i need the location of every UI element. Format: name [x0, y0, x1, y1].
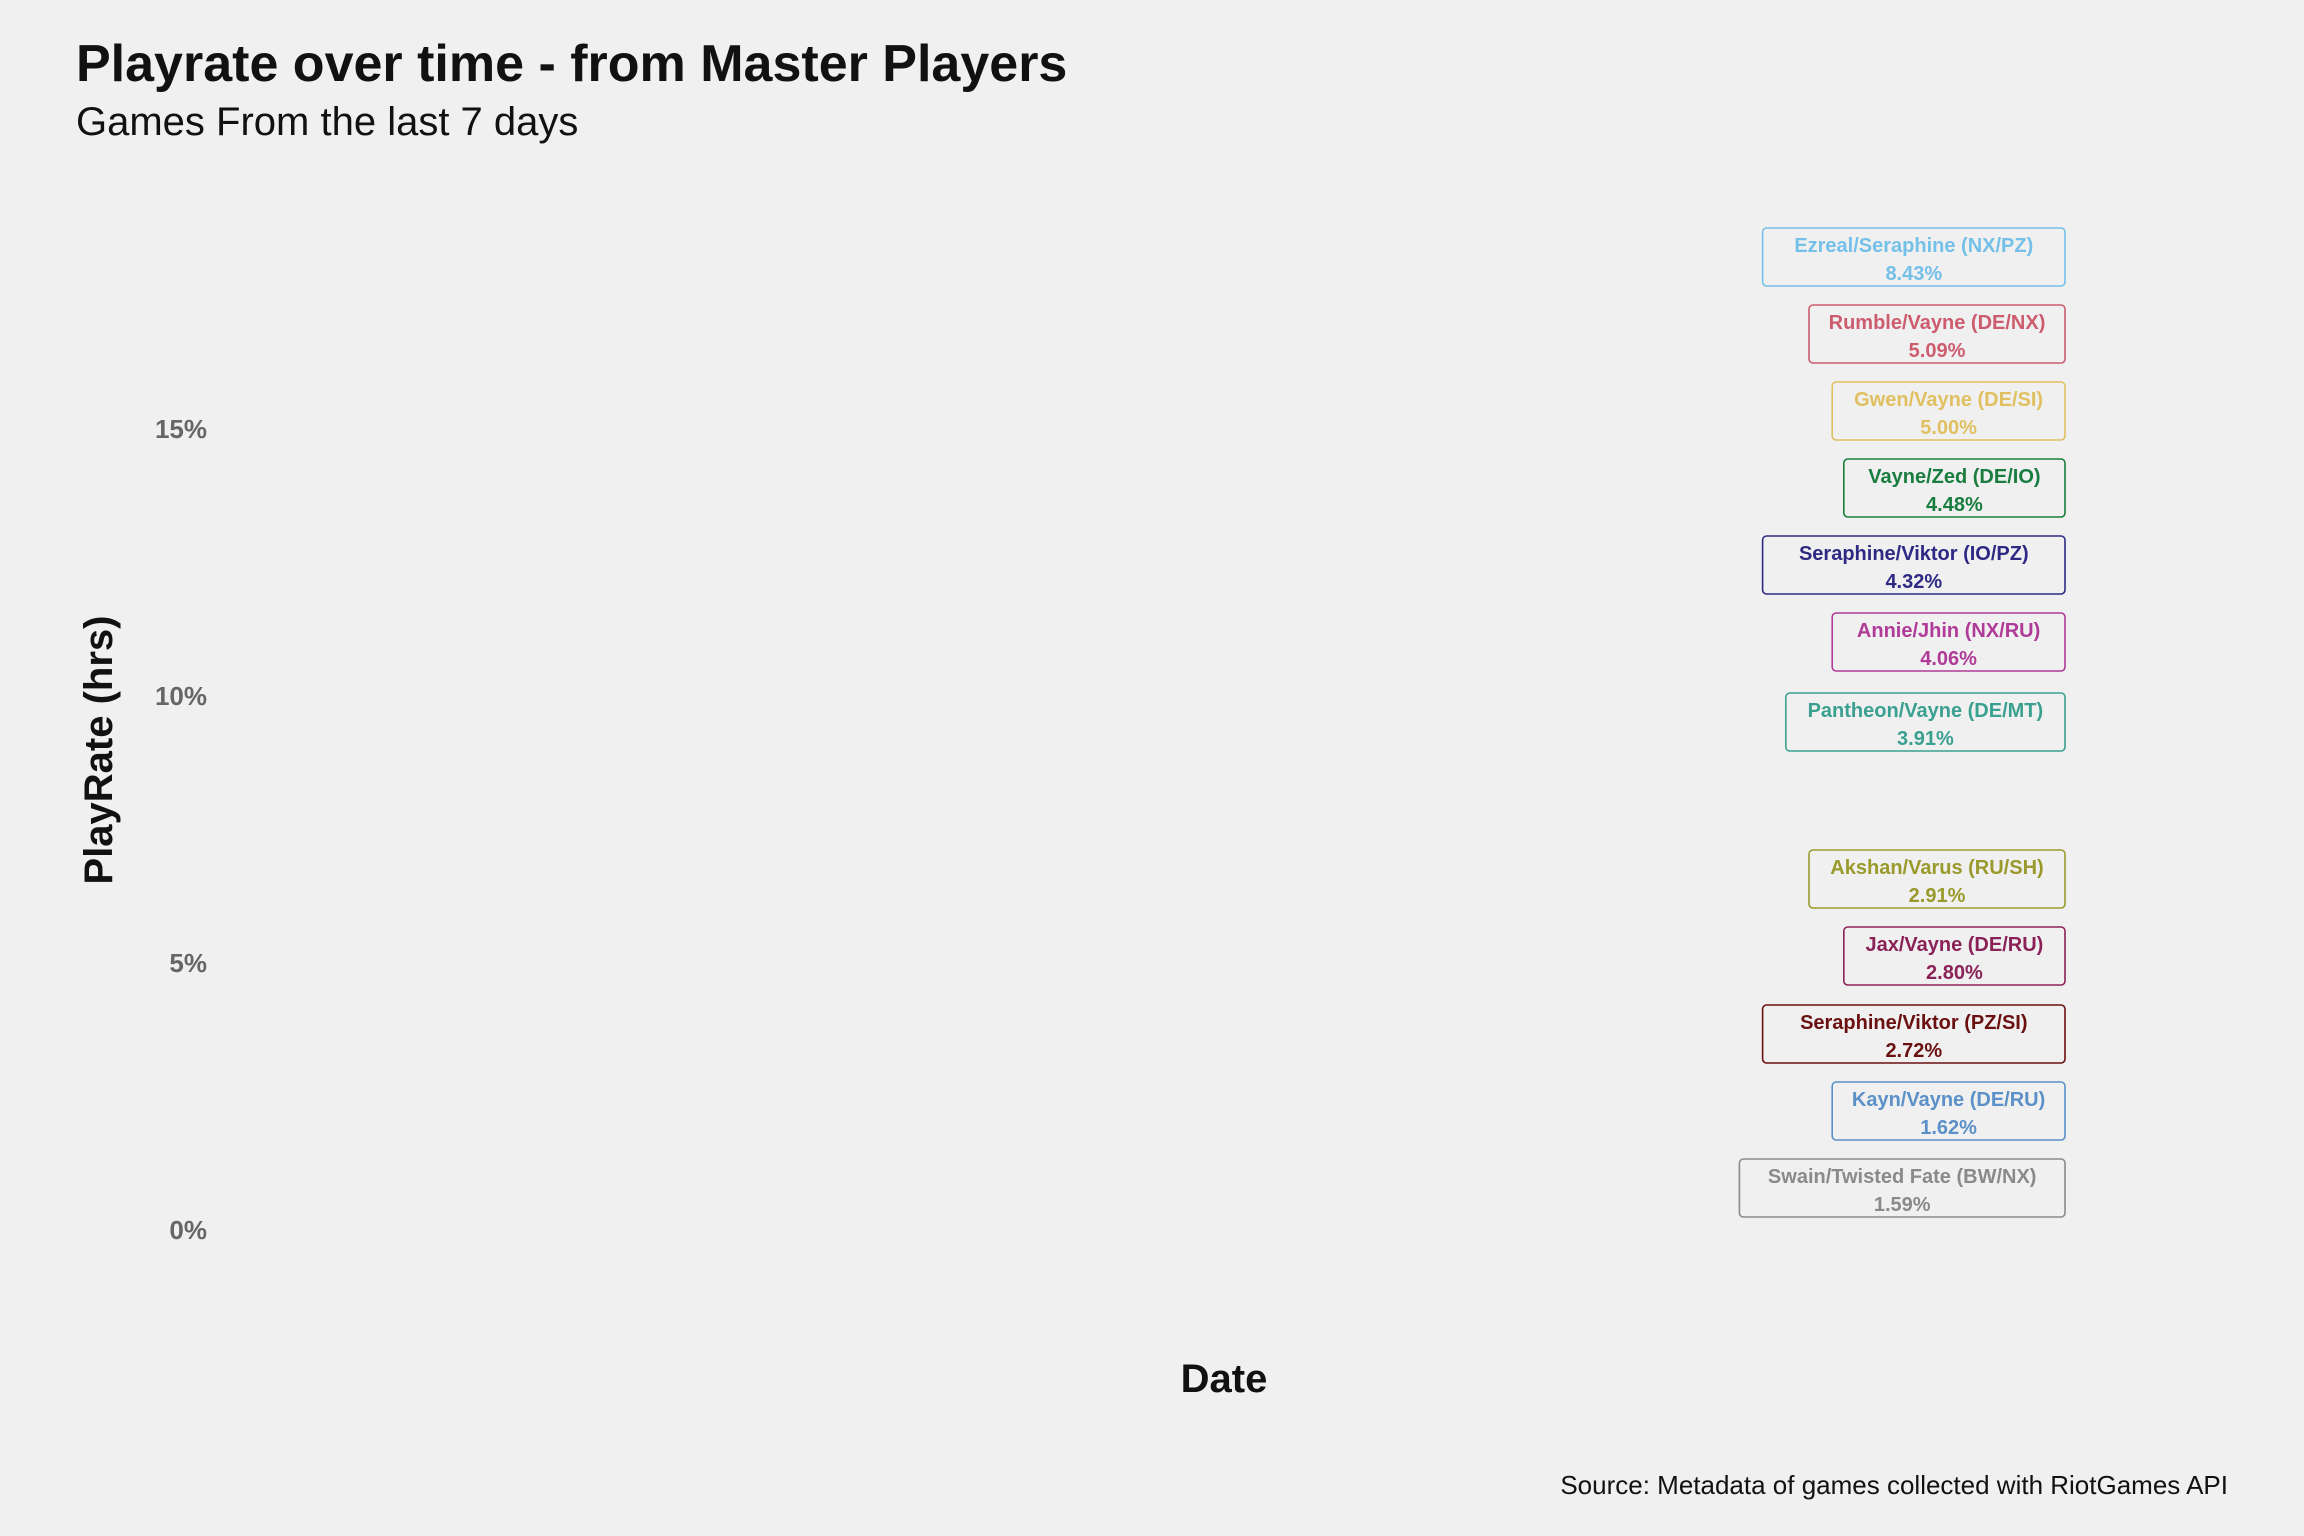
chart-subtitle: Games From the last 7 days: [76, 100, 579, 144]
series-label-name: Jax/Vayne (DE/RU): [1865, 934, 2043, 956]
series-label-value: 1.59%: [1874, 1194, 1931, 1216]
series-label-name: Seraphine/Viktor (IO/PZ): [1799, 543, 2029, 565]
series-label: Gwen/Vayne (DE/SI) 5.00%: [1831, 381, 2066, 441]
series-label-box: [1831, 612, 2066, 672]
series-label-value: 4.48%: [1926, 494, 1983, 516]
series-label-box: [1761, 535, 2066, 595]
series-label-box: [1843, 926, 2066, 986]
series-label-value: 5.09%: [1909, 340, 1966, 362]
series-label: Pantheon/Vayne (DE/MT) 3.91%: [1785, 692, 2066, 752]
series-label-value: 3.91%: [1897, 728, 1954, 750]
series-label-box: [1831, 381, 2066, 441]
series-label-value: 8.43%: [1885, 263, 1942, 285]
series-label: Annie/Jhin (NX/RU) 4.06%: [1831, 612, 2066, 672]
series-label-value: 5.00%: [1920, 417, 1977, 439]
series-label-name: Akshan/Varus (RU/SH): [1830, 857, 2043, 879]
y-tick-label: 15%: [155, 414, 207, 444]
series-label: Swain/Twisted Fate (BW/NX) 1.59%: [1738, 1158, 2066, 1218]
series-label-name: Seraphine/Viktor (PZ/SI): [1800, 1012, 2027, 1034]
series-label: Jax/Vayne (DE/RU) 2.80%: [1843, 926, 2066, 986]
y-tick-label: 10%: [155, 681, 207, 711]
series-label: Seraphine/Viktor (PZ/SI) 2.72%: [1761, 1004, 2066, 1064]
series-label-box: [1831, 1081, 2066, 1141]
chart-caption: Source: Metadata of games collected with…: [1560, 1470, 2228, 1500]
series-label-value: 2.91%: [1909, 885, 1966, 907]
series-label: Seraphine/Viktor (IO/PZ) 4.32%: [1761, 535, 2066, 595]
series-label-box: [1738, 1158, 2066, 1218]
series-label: Akshan/Varus (RU/SH) 2.91%: [1808, 849, 2066, 909]
series-label-value: 2.72%: [1885, 1040, 1942, 1062]
series-label-name: Vayne/Zed (DE/IO): [1868, 466, 2040, 488]
series-label-name: Ezreal/Seraphine (NX/PZ): [1794, 235, 2033, 257]
y-tick-label: 0%: [169, 1215, 207, 1245]
series-label-name: Pantheon/Vayne (DE/MT): [1808, 700, 2044, 722]
series-label-name: Gwen/Vayne (DE/SI): [1854, 389, 2043, 411]
series-label-name: Rumble/Vayne (DE/NX): [1829, 312, 2046, 334]
series-label-box: [1761, 227, 2066, 287]
series-labels: Ezreal/Seraphine (NX/PZ) 8.43% Rumble/Vayn…: [1738, 227, 2066, 1218]
series-label-value: 4.06%: [1920, 648, 1977, 670]
series-label-box: [1808, 849, 2066, 909]
series-label-box: [1785, 692, 2066, 752]
series-label-value: 4.32%: [1885, 571, 1942, 593]
chart-title: Playrate over time - from Master Players: [76, 35, 1068, 93]
y-tick-label: 5%: [169, 948, 207, 978]
series-label-box: [1843, 458, 2066, 518]
series-label: Vayne/Zed (DE/IO) 4.48%: [1843, 458, 2066, 518]
series-label-box: [1761, 1004, 2066, 1064]
y-axis-title: PlayRate (hrs): [77, 616, 121, 885]
series-label-value: 1.62%: [1920, 1117, 1977, 1139]
series-label-name: Kayn/Vayne (DE/RU): [1852, 1089, 2045, 1111]
x-axis-title: Date: [1181, 1357, 1268, 1401]
series-label-name: Swain/Twisted Fate (BW/NX): [1768, 1166, 2037, 1188]
series-label: Rumble/Vayne (DE/NX) 5.09%: [1808, 304, 2066, 364]
series-label: Kayn/Vayne (DE/RU) 1.62%: [1831, 1081, 2066, 1141]
axis-ticks: ott 14ott 16ott 18ott 200%5%10%15%: [155, 414, 207, 1245]
series-label-name: Annie/Jhin (NX/RU): [1857, 620, 2040, 642]
series-label: Ezreal/Seraphine (NX/PZ) 8.43%: [1761, 227, 2066, 287]
series-label-value: 2.80%: [1926, 962, 1983, 984]
series-label-box: [1808, 304, 2066, 364]
